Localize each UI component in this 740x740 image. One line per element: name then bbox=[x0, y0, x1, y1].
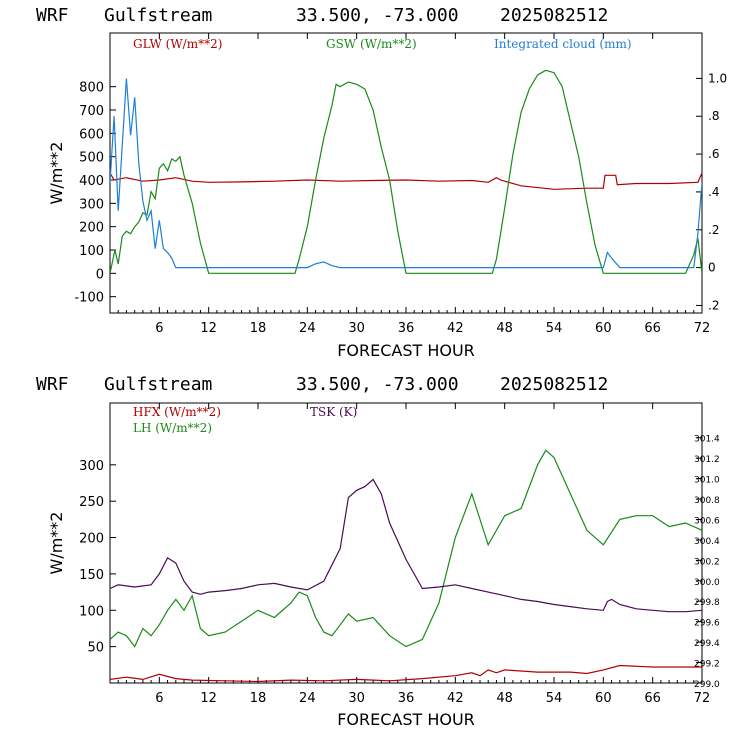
x-tick-label: 30 bbox=[348, 321, 365, 336]
chart-title-site: Gulfstream bbox=[104, 5, 212, 26]
x-tick-label: 54 bbox=[546, 691, 563, 706]
y-tick-label: 250 bbox=[79, 495, 104, 510]
chart-title-date: 2025082512 bbox=[500, 5, 608, 26]
x-tick-label: 18 bbox=[250, 691, 267, 706]
chart-title-coords: 33.500, -73.000 bbox=[296, 5, 459, 26]
x-tick-label: 60 bbox=[595, 321, 612, 336]
y2-tick-label: .4 bbox=[708, 185, 719, 199]
y-tick-label: 100 bbox=[79, 244, 104, 259]
y2-tick-label: 299.0 bbox=[694, 680, 720, 690]
x-tick-label: 30 bbox=[348, 691, 365, 706]
y2-tick-label: .2 bbox=[708, 298, 719, 312]
series-line-2 bbox=[110, 478, 702, 613]
y-axis-label: W/m**2 bbox=[47, 512, 66, 575]
y2-tick-label: 299.2 bbox=[694, 660, 720, 670]
y2-tick-label: 1.0 bbox=[708, 71, 727, 85]
y-tick-label: 300 bbox=[79, 197, 104, 212]
x-tick-label: 6 bbox=[155, 691, 163, 706]
y2-tick-label: 300.8 bbox=[694, 496, 720, 506]
y2-tick-label: 300.0 bbox=[694, 578, 720, 588]
y2-tick-label: .2 bbox=[708, 223, 719, 237]
legend-entry: HFX (W/m**2) bbox=[133, 405, 221, 419]
series-line-0 bbox=[110, 664, 702, 683]
x-tick-label: 66 bbox=[644, 321, 661, 336]
x-tick-label: 48 bbox=[496, 691, 513, 706]
legend-entry: LH (W/m**2) bbox=[133, 421, 212, 435]
x-tick-label: 36 bbox=[398, 321, 415, 336]
x-tick-label: 42 bbox=[447, 691, 464, 706]
series-line-1 bbox=[110, 69, 702, 274]
y-tick-label: 50 bbox=[87, 641, 104, 656]
y-tick-label: 300 bbox=[79, 459, 104, 474]
y2-tick-label: 300.4 bbox=[694, 537, 720, 547]
chart-title-model: WRF bbox=[36, 5, 69, 26]
x-tick-label: 60 bbox=[595, 691, 612, 706]
series-line-2 bbox=[110, 78, 702, 269]
chart-title-model: WRF bbox=[36, 374, 69, 395]
series-line-0 bbox=[110, 172, 702, 190]
legend-entry: Integrated cloud (mm) bbox=[494, 37, 632, 51]
y-tick-label: 200 bbox=[79, 532, 104, 547]
plot-frame bbox=[109, 402, 703, 684]
y-tick-label: 0 bbox=[96, 267, 104, 282]
y2-tick-label: 301.2 bbox=[694, 455, 720, 465]
y-tick-label: 400 bbox=[79, 174, 104, 189]
y2-tick-label: .8 bbox=[708, 109, 719, 123]
x-axis-label: FORECAST HOUR bbox=[337, 710, 475, 729]
x-tick-label: 72 bbox=[694, 321, 711, 336]
x-tick-label: 24 bbox=[299, 321, 316, 336]
y2-tick-label: 299.4 bbox=[694, 639, 720, 649]
y-axis-label: W/m**2 bbox=[47, 142, 66, 205]
y-tick-label: 100 bbox=[79, 604, 104, 619]
y-tick-label: 700 bbox=[79, 104, 104, 119]
x-tick-label: 18 bbox=[250, 321, 267, 336]
y-tick-label: 800 bbox=[79, 81, 104, 96]
y-tick-label: 500 bbox=[79, 151, 104, 166]
x-tick-label: 72 bbox=[694, 691, 711, 706]
y-tick-label: 150 bbox=[79, 568, 104, 583]
y2-tick-label: 300.6 bbox=[694, 516, 720, 526]
x-tick-label: 48 bbox=[496, 321, 513, 336]
y-tick-label: 200 bbox=[79, 221, 104, 236]
x-tick-label: 24 bbox=[299, 691, 316, 706]
y-tick-label: -100 bbox=[74, 291, 104, 306]
y2-tick-label: 299.6 bbox=[694, 619, 720, 629]
chart-title-coords: 33.500, -73.000 bbox=[296, 374, 459, 395]
series-line-1 bbox=[110, 449, 702, 648]
y2-tick-label: 300.2 bbox=[694, 557, 720, 567]
x-tick-label: 66 bbox=[644, 691, 661, 706]
legend-entry: GLW (W/m**2) bbox=[133, 37, 222, 51]
y-tick-label: 600 bbox=[79, 127, 104, 142]
x-tick-label: 6 bbox=[155, 321, 163, 336]
y2-tick-label: 301.0 bbox=[694, 476, 720, 486]
chart-title-site: Gulfstream bbox=[104, 374, 212, 395]
y2-tick-label: .6 bbox=[708, 147, 719, 161]
y2-tick-label: 299.8 bbox=[694, 598, 720, 608]
x-tick-label: 36 bbox=[398, 691, 415, 706]
x-tick-label: 42 bbox=[447, 321, 464, 336]
x-tick-label: 54 bbox=[546, 321, 563, 336]
x-tick-label: 12 bbox=[200, 691, 217, 706]
chart-title-date: 2025082512 bbox=[500, 374, 608, 395]
legend-entry: TSK (K) bbox=[310, 405, 357, 419]
x-tick-label: 12 bbox=[200, 321, 217, 336]
y2-tick-label: 301.4 bbox=[694, 435, 720, 445]
legend-entry: GSW (W/m**2) bbox=[326, 37, 417, 51]
x-axis-label: FORECAST HOUR bbox=[337, 341, 475, 360]
y2-tick-label: 0 bbox=[708, 261, 716, 275]
